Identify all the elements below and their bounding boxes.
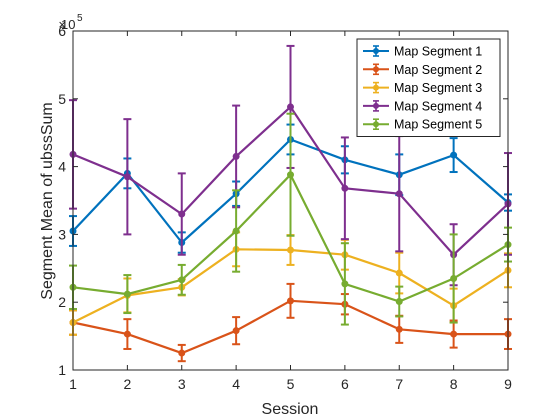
data-point xyxy=(178,210,186,218)
data-point xyxy=(123,173,131,181)
x-tick-label: 5 xyxy=(287,376,295,392)
y-tick-label: 2 xyxy=(58,294,66,310)
data-point xyxy=(123,290,131,298)
legend-entry: Map Segment 3 xyxy=(363,81,482,95)
x-tick-label: 2 xyxy=(123,376,131,392)
data-point xyxy=(287,171,294,179)
axes-layer xyxy=(72,30,509,371)
legend-swatch-marker xyxy=(373,121,379,128)
x-tick-label: 9 xyxy=(504,376,512,392)
y-tick-label: 5 xyxy=(58,91,66,107)
x-tick-label: 6 xyxy=(341,376,349,392)
data-point xyxy=(232,152,240,160)
data-point xyxy=(395,269,403,277)
legend-label: Map Segment 2 xyxy=(394,63,482,77)
data-point xyxy=(232,227,240,235)
data-point xyxy=(232,327,240,335)
legend-label: Map Segment 3 xyxy=(394,81,482,95)
legend: Map Segment 1 Map Segment 2 Map Segment 3 M… xyxy=(356,38,501,137)
y-tick-label: 1 xyxy=(58,362,66,378)
data-point xyxy=(287,297,294,305)
data-point xyxy=(287,246,294,254)
data-point xyxy=(450,330,458,338)
data-point xyxy=(395,190,403,198)
legend-label: Map Segment 5 xyxy=(394,118,482,132)
data-point xyxy=(341,184,349,192)
x-tick-label: 7 xyxy=(395,376,403,392)
y-tick-label: 3 xyxy=(58,226,66,242)
data-point xyxy=(450,274,458,282)
legend-label: Map Segment 1 xyxy=(394,45,482,59)
data-point xyxy=(123,330,131,338)
legend-swatch-marker xyxy=(373,102,379,109)
legend-swatch-marker xyxy=(373,84,379,91)
y-tick-label: 4 xyxy=(58,159,66,175)
data-point xyxy=(395,325,403,333)
y-multiplier-times: × xyxy=(58,17,66,32)
y-axis-label: Segment Mean of ubssSum xyxy=(39,102,56,299)
legend-entry: Map Segment 2 xyxy=(363,63,482,77)
legend-swatch-marker xyxy=(373,48,379,54)
x-tick-label: 3 xyxy=(178,376,186,392)
x-tick-label: 8 xyxy=(450,376,458,392)
x-tick-label: 1 xyxy=(69,376,77,392)
data-point xyxy=(395,298,403,306)
data-point xyxy=(178,349,186,357)
x-tick-label: 4 xyxy=(232,376,240,392)
legend-entry: Map Segment 4 xyxy=(363,99,482,113)
x-axis-label: Session xyxy=(262,401,319,418)
legend-swatch-marker xyxy=(373,66,379,73)
y-multiplier-exponent: 5 xyxy=(77,13,83,24)
legend-entry: Map Segment 1 xyxy=(363,45,482,59)
tick-labels: 1 2 3 4 5 6 7 8 9 1 2 3 4 5 6 xyxy=(58,23,512,392)
data-point xyxy=(178,276,186,284)
data-point xyxy=(450,151,458,159)
data-point xyxy=(341,280,349,288)
data-point xyxy=(287,103,294,111)
legend-label: Map Segment 4 xyxy=(394,99,482,113)
y-multiplier-base: 10 xyxy=(61,17,75,32)
y-tick-label: 6 xyxy=(58,23,66,39)
legend-entry: Map Segment 5 xyxy=(363,118,482,132)
